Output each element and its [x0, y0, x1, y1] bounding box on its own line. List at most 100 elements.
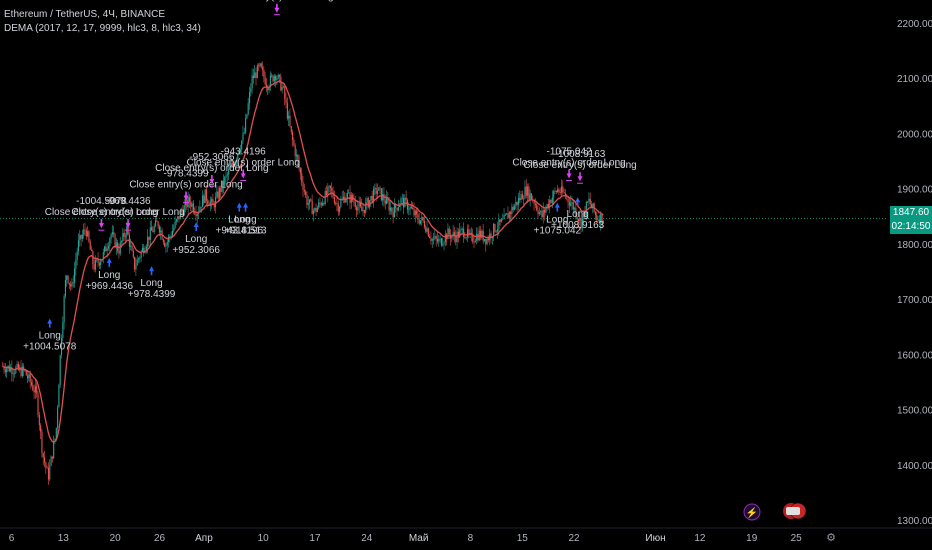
- candle-body: [425, 227, 427, 232]
- candle-body: [294, 145, 296, 157]
- candle-body: [303, 189, 305, 192]
- candle-body: [530, 193, 533, 200]
- candle-body: [498, 219, 500, 229]
- candle-body: [427, 228, 429, 237]
- entry-profit-label: +1004.5078: [23, 342, 77, 353]
- candle-body: [166, 241, 168, 246]
- entry-profit-label: +943.4196: [216, 226, 264, 237]
- lightning-icon[interactable]: [743, 503, 761, 521]
- candle-body: [460, 228, 462, 231]
- candle-body: [451, 235, 453, 239]
- y-tick-label: 2200.00: [897, 19, 932, 30]
- indicator-legend[interactable]: DEMA (2017, 12, 17, 9999, hlc3, 8, hlc3,…: [4, 23, 201, 34]
- candle-body: [218, 188, 221, 199]
- entry-arrow-icon[interactable]: [106, 257, 112, 267]
- candle-body: [145, 246, 147, 251]
- entry-arrow-icon[interactable]: [243, 202, 249, 212]
- candle-body: [292, 132, 294, 140]
- time-axis[interactable]: [0, 528, 932, 550]
- symbol-title[interactable]: Ethereum / TetherUS, 4Ч, BINANCE: [4, 9, 165, 20]
- entry-label: Long: [546, 215, 568, 226]
- entry-arrow-icon[interactable]: [47, 318, 53, 328]
- candle-body: [204, 189, 206, 204]
- candle-body: [25, 370, 27, 376]
- candle-body: [448, 228, 450, 235]
- candle-body: [70, 284, 72, 287]
- candle-body: [476, 234, 478, 242]
- candle-body: [181, 211, 183, 212]
- candle-body: [362, 209, 364, 212]
- x-tick-label: Апр: [195, 533, 213, 544]
- candle-body: [374, 187, 376, 189]
- candle-body: [276, 78, 278, 81]
- candle-body: [225, 175, 227, 178]
- candle-body: [148, 236, 150, 240]
- exit-arrow-icon[interactable]: [566, 169, 572, 179]
- exit-label: Close entry(s) order Long: [523, 160, 636, 171]
- candle-body: [80, 234, 82, 239]
- candle-body: [388, 201, 390, 211]
- candle-body: [455, 236, 457, 243]
- exit-arrow-icon[interactable]: [209, 174, 215, 184]
- exit-arrow-icon[interactable]: [240, 169, 246, 179]
- candle-body: [158, 226, 160, 233]
- candle-body: [562, 186, 564, 193]
- entry-arrow-icon[interactable]: [149, 266, 155, 276]
- candle-body: [226, 174, 228, 176]
- candle-body: [3, 366, 5, 370]
- candle-body: [174, 221, 176, 228]
- candle-body: [470, 232, 473, 234]
- candle-body: [102, 252, 104, 260]
- candle-body: [94, 259, 97, 270]
- candle-body: [356, 207, 358, 211]
- candle-body: [30, 382, 33, 386]
- x-tick-label: Июн: [645, 533, 665, 544]
- exit-arrow-icon[interactable]: [125, 219, 131, 229]
- exit-arrow-icon[interactable]: [98, 219, 104, 229]
- candle-body: [533, 200, 535, 204]
- candle-body: [370, 195, 372, 201]
- x-tick-label: 20: [110, 533, 122, 544]
- candle-body: [175, 219, 177, 222]
- dema-line: [2, 80, 604, 443]
- candle-body: [503, 214, 505, 220]
- candle-body: [371, 195, 373, 203]
- entry-label: Long: [39, 331, 61, 342]
- candle-body: [442, 244, 444, 246]
- candle-body: [553, 191, 555, 198]
- candle-body: [384, 200, 386, 204]
- exit-arrow-icon[interactable]: [577, 172, 583, 182]
- candle-body: [243, 132, 245, 134]
- entry-arrow-icon[interactable]: [554, 202, 560, 212]
- settings-icon[interactable]: ⚙: [826, 532, 836, 544]
- entry-arrow-icon[interactable]: [575, 197, 581, 207]
- y-tick-label: 2100.00: [897, 74, 932, 85]
- candle-body: [169, 236, 171, 238]
- candle-body: [581, 217, 583, 228]
- candle-body: [232, 163, 234, 165]
- candle-body: [126, 226, 128, 236]
- entry-arrow-icon[interactable]: [193, 221, 199, 231]
- candle-body: [447, 228, 449, 240]
- candle-body: [342, 196, 345, 199]
- candle-body: [32, 385, 34, 391]
- candle-body: [199, 206, 201, 212]
- exit-arrow-icon[interactable]: [274, 3, 280, 13]
- candle-body: [217, 191, 219, 199]
- candle-body: [299, 168, 301, 174]
- candle-body: [579, 217, 581, 221]
- x-tick-label: 22: [569, 533, 581, 544]
- candle-body: [310, 199, 312, 201]
- candle-body: [140, 251, 142, 258]
- entry-profit-label: +1008.9163: [551, 220, 605, 231]
- candle-body: [422, 217, 424, 221]
- x-tick-label: Май: [409, 533, 429, 544]
- price-axis[interactable]: [888, 0, 932, 550]
- candle-body: [118, 250, 120, 254]
- candle-body: [510, 212, 512, 215]
- candle-body: [536, 204, 538, 210]
- exit-arrow-icon[interactable]: [183, 191, 189, 201]
- candle-body: [105, 246, 107, 252]
- entry-arrow-icon[interactable]: [236, 202, 242, 212]
